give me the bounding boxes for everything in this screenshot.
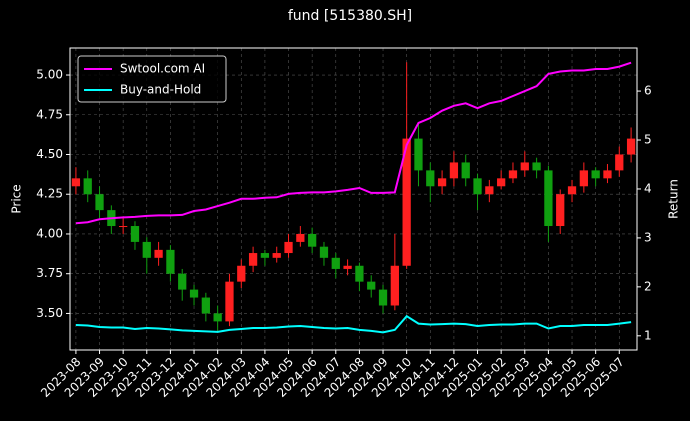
chart-title: fund [515380.SH]	[288, 8, 412, 24]
candle-body	[142, 241, 151, 258]
candle-body	[189, 289, 199, 298]
candle-body	[603, 170, 612, 179]
candle-body	[95, 194, 104, 211]
y2-tick-label: 3	[644, 230, 652, 244]
legend-label: Buy-and-Hold	[120, 83, 201, 97]
y2-tick-label: 2	[644, 279, 652, 293]
candle-body	[71, 178, 81, 187]
candle-body	[461, 162, 470, 179]
candle-body	[544, 170, 553, 227]
candle-body	[83, 178, 92, 195]
candle-body	[166, 249, 175, 274]
candle-body	[154, 249, 163, 258]
y-tick-label: 3.50	[36, 306, 63, 320]
y-tick-label: 4.75	[36, 107, 63, 121]
candle-body	[485, 186, 494, 195]
candle-body	[178, 273, 187, 290]
y2-axis-label: Return	[667, 179, 681, 219]
y2-tick-label: 4	[644, 181, 652, 195]
candle-body	[308, 233, 317, 247]
candle-body	[213, 313, 222, 322]
candle-body	[508, 170, 518, 179]
candle-body	[426, 170, 435, 187]
y-tick-label: 4.25	[36, 187, 63, 201]
candle-body	[449, 162, 459, 179]
candle-body	[626, 138, 636, 155]
return-line	[75, 314, 632, 334]
candle-body	[201, 297, 210, 314]
y-tick-label: 4.00	[36, 226, 63, 240]
candle-body	[248, 253, 258, 266]
return-line	[75, 61, 632, 225]
candle-body	[367, 281, 376, 290]
candle-body	[591, 170, 600, 179]
candle-body	[355, 265, 364, 282]
y-tick-label: 3.75	[36, 266, 63, 280]
y-tick-label: 4.50	[36, 147, 63, 161]
candle-body	[272, 253, 281, 258]
candle-body	[414, 138, 423, 171]
plot-frame	[69, 47, 638, 351]
candle-body	[532, 162, 541, 171]
candle-body	[343, 265, 352, 269]
y-axis-label: Price	[10, 184, 24, 213]
legend-label: Swtool.com AI	[120, 62, 205, 76]
candle-body	[260, 253, 270, 258]
legend-box	[77, 55, 227, 103]
candle-body	[579, 170, 588, 187]
y2-tick-label: 6	[644, 84, 652, 98]
candle-body	[437, 178, 447, 187]
candle-body	[473, 178, 482, 195]
candle-body	[378, 289, 388, 306]
candle-body	[567, 186, 577, 195]
candle-body	[390, 265, 399, 306]
y2-tick-label: 1	[644, 328, 652, 342]
candle-body	[319, 246, 329, 258]
candle-body	[331, 257, 340, 269]
candle-body	[130, 226, 140, 242]
candle-body	[119, 226, 128, 228]
candle-body	[225, 281, 234, 322]
candle-body	[237, 265, 246, 282]
candle-body	[520, 162, 529, 171]
y-tick-label: 5.00	[36, 68, 63, 82]
candle-body	[556, 194, 565, 227]
y2-tick-label: 5	[644, 133, 652, 147]
candle-body	[284, 241, 293, 254]
candle-body	[615, 154, 624, 171]
candle-body	[497, 178, 506, 187]
candle-body	[296, 233, 305, 242]
candle-body	[402, 138, 411, 266]
